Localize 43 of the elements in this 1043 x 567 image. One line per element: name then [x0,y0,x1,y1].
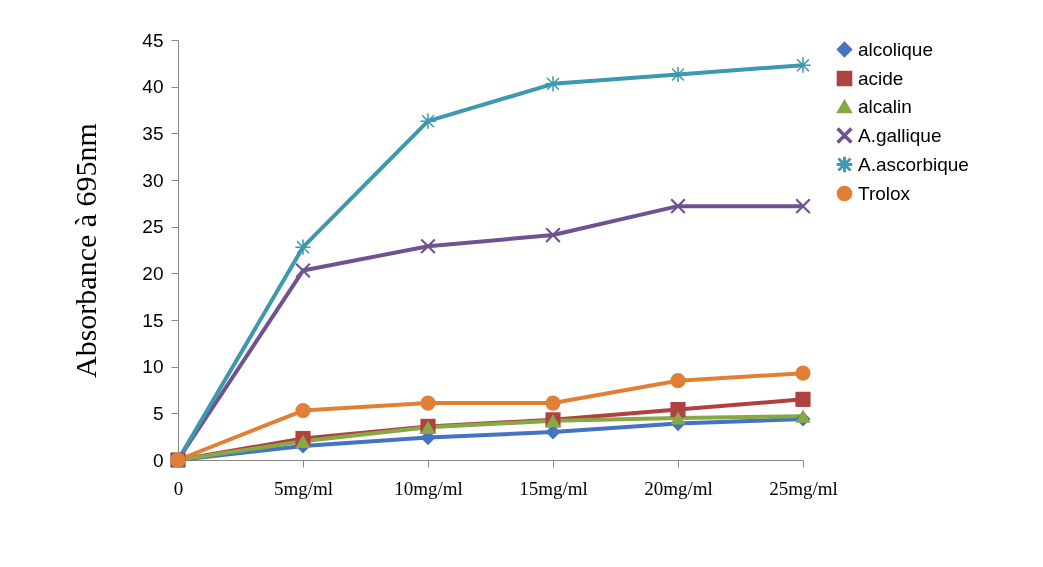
y-tick-label: 30 [142,169,164,191]
y-tick-label: 35 [142,122,164,144]
legend-label: acide [858,67,904,89]
x-tick-label: 5mg/ml [273,477,334,499]
y-tick-label: 15 [142,309,164,331]
point [795,409,811,423]
y-tick-label: 40 [142,76,164,98]
y-axis-title: Absorbance à 695nm [69,123,103,378]
point [420,238,436,254]
point [795,198,811,214]
point [795,391,811,407]
point [295,262,311,279]
x-tick-label: 10mg/ml [394,477,463,499]
point [670,373,686,389]
point [670,66,686,83]
y-tick-label: 5 [152,402,164,424]
point [295,239,311,255]
point [295,434,311,448]
legend-label: A.ascorbique [858,153,969,175]
y-tick-label: 0 [152,449,164,471]
y-tick-label: 10 [142,356,164,378]
point [670,198,686,214]
x-tick-label: 15mg/ml [519,477,588,499]
point [420,395,436,411]
x-tick-label: 20mg/ml [644,477,713,499]
x-tick-label: 25mg/ml [769,477,838,499]
point [670,402,686,418]
legend-label: Trolox [858,182,911,204]
point [795,57,811,73]
point [795,365,811,381]
y-tick-label: 25 [142,216,164,238]
y-tick-label: 45 [142,29,164,51]
x-tick-label: 0 [173,477,184,499]
point [545,395,561,411]
legend-label: A.gallique [858,124,942,146]
legend-label: alcalin [858,95,912,117]
point [545,76,561,92]
point [295,402,311,419]
point [420,113,436,129]
legend-label: alcolique [858,38,933,60]
y-tick-label: 20 [142,262,164,284]
point [670,411,686,425]
point [545,227,561,243]
